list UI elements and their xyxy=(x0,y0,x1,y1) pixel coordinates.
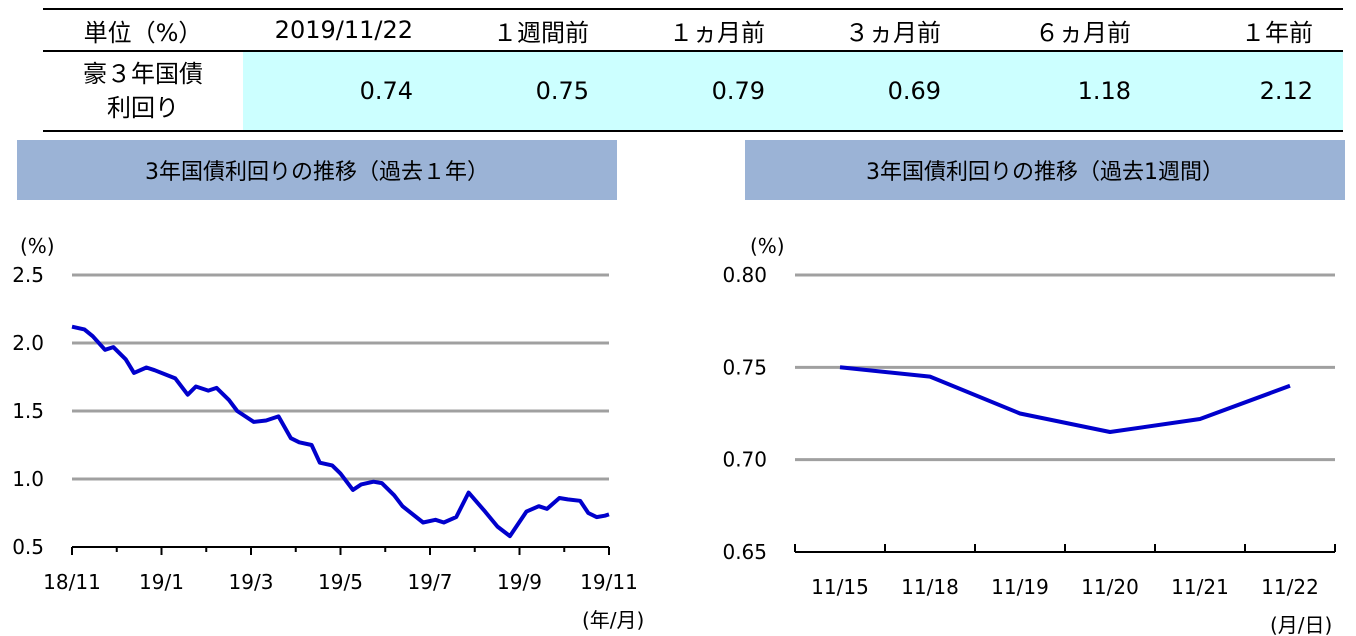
chart1-ytick-label: 1.5 xyxy=(12,399,44,423)
chart1-xtick-label: 18/11 xyxy=(43,570,101,594)
chart2-xlabel: (月/日) xyxy=(1270,613,1332,636)
table-header-row: 単位（%） 2019/11/22 １週間前 １ヵ月前 ３ヵ月前 ６ヵ月前 １年前 xyxy=(43,8,1343,52)
chart2-ytick-label: 0.75 xyxy=(722,355,767,379)
value-1month: 0.79 xyxy=(619,51,795,132)
value-current: 0.74 xyxy=(243,51,443,132)
chart1-xtick-label: 19/1 xyxy=(139,570,184,594)
table-row: 豪３年国債 利回り 0.74 0.75 0.79 0.69 1.18 2.12 xyxy=(43,51,1343,132)
chart1-xtick-label: 19/7 xyxy=(408,570,453,594)
chart2-xtick-label: 11/22 xyxy=(1261,575,1319,599)
chart2-xtick-label: 11/18 xyxy=(901,575,959,599)
header-1month: １ヵ月前 xyxy=(619,8,795,52)
chart1-xlabel: (年/月) xyxy=(582,608,644,632)
header-3month: ３ヵ月前 xyxy=(795,8,971,52)
value-3month: 0.69 xyxy=(795,51,971,132)
value-1year: 2.12 xyxy=(1161,51,1343,132)
chart1-ytick-label: 2.5 xyxy=(12,263,44,287)
chart2-ytick-label: 0.80 xyxy=(722,263,767,287)
chart2-title: 3年国債利回りの推移（過去1週間） xyxy=(866,160,1224,185)
value-6month: 1.18 xyxy=(971,51,1161,132)
chart1-ytick-label: 0.5 xyxy=(12,535,44,559)
chart2-ytick-label: 0.70 xyxy=(722,448,767,472)
chart1-ylabel: (%) xyxy=(20,234,55,258)
chart2-title-banner: 3年国債利回りの推移（過去1週間） xyxy=(745,140,1345,200)
value-1week: 0.75 xyxy=(443,51,619,132)
chart2-xtick-label: 11/15 xyxy=(811,575,869,599)
chart2-ylabel: (%) xyxy=(750,234,785,258)
row-label: 豪３年国債 利回り xyxy=(43,51,243,132)
chart1-xtick-label: 19/11 xyxy=(580,570,638,594)
row-label-line1: 豪３年国債 xyxy=(83,60,203,88)
header-1year: １年前 xyxy=(1161,8,1343,52)
header-1week: １週間前 xyxy=(443,8,619,52)
chart1-xtick-label: 19/3 xyxy=(229,570,274,594)
header-unit: 単位（%） xyxy=(43,8,243,52)
header-6month: ６ヵ月前 xyxy=(971,8,1161,52)
chart1-ytick-label: 2.0 xyxy=(12,331,44,355)
chart2-series-line xyxy=(839,365,1291,434)
header-date: 2019/11/22 xyxy=(243,8,443,52)
chart1-title-banner: 3年国債利回りの推移（過去１年） xyxy=(17,140,617,200)
chart1-xtick-label: 19/5 xyxy=(318,570,363,594)
chart1-xtick-label: 19/9 xyxy=(497,570,542,594)
chart2-xtick-label: 11/21 xyxy=(1171,575,1229,599)
row-label-line2: 利回り xyxy=(107,94,179,122)
chart2-xtick-label: 11/19 xyxy=(991,575,1049,599)
yield-summary-table: 単位（%） 2019/11/22 １週間前 １ヵ月前 ３ヵ月前 ６ヵ月前 １年前… xyxy=(43,8,1343,132)
chart1-ytick-label: 1.0 xyxy=(12,467,44,491)
chart1-series-line xyxy=(71,324,610,539)
chart2-ytick-label: 0.65 xyxy=(722,540,767,564)
chart2-xtick-label: 11/20 xyxy=(1081,575,1139,599)
chart1-title: 3年国債利回りの推移（過去１年） xyxy=(145,160,489,185)
